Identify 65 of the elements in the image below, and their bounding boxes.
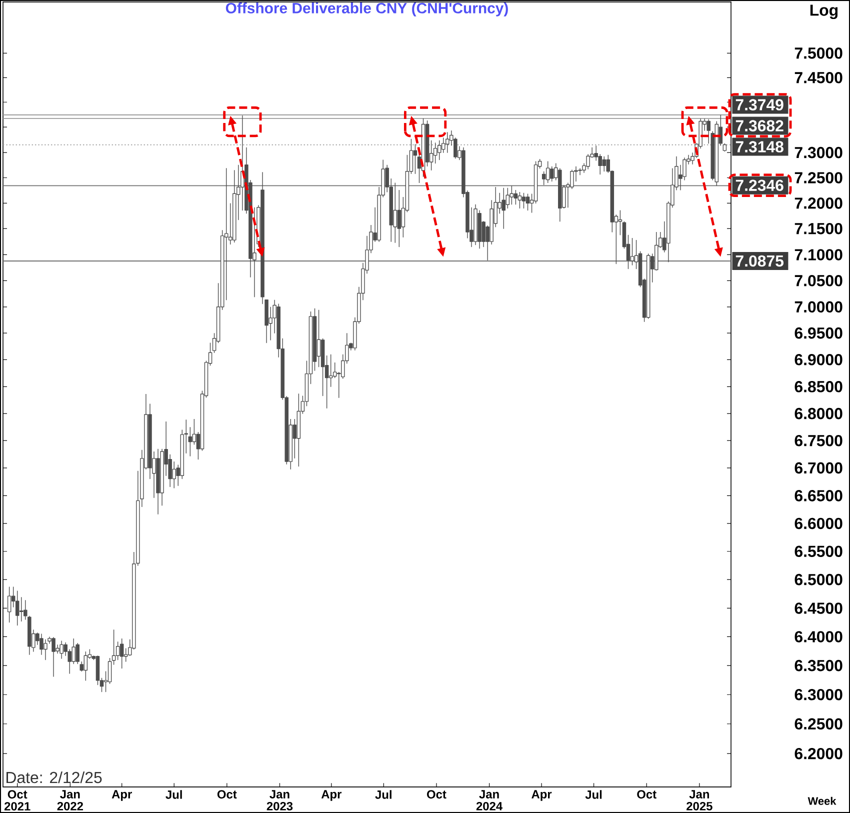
x-tick-label: Jul xyxy=(585,790,602,799)
ref-line-label: 7.3148 xyxy=(736,141,784,152)
candlestick xyxy=(558,168,562,222)
x-tick-label: Jan 2022 xyxy=(57,790,83,810)
y-tick-label: 6.5500 xyxy=(794,546,842,558)
candlestick xyxy=(7,586,12,623)
x-tick-label: Oct xyxy=(426,790,446,799)
x-tick-label: Jul xyxy=(375,790,392,799)
candlestick xyxy=(76,642,80,664)
y-tick-label: 7.1500 xyxy=(794,222,842,234)
x-tick-label: Apr xyxy=(321,790,342,801)
y-tick-label: 7.2000 xyxy=(794,198,842,209)
x-tick-label: Apr xyxy=(112,790,132,801)
y-tick-label: 7.0500 xyxy=(794,275,842,286)
y-tick-label: 6.3500 xyxy=(794,660,842,672)
y-tick-label: 6.5000 xyxy=(794,574,842,586)
candlestick xyxy=(28,616,32,655)
x-tick-label: Oct xyxy=(217,790,237,799)
y-tick-label: 7.2500 xyxy=(794,172,842,184)
ref-line-label: 7.2346 xyxy=(736,180,784,191)
candlestick xyxy=(156,448,160,514)
y-tick-label: 6.7000 xyxy=(794,462,842,474)
y-tick-label: 7.5000 xyxy=(794,48,842,59)
candlestick xyxy=(24,600,28,620)
y-tick-label: 6.4500 xyxy=(794,602,842,614)
x-axis-title: Week xyxy=(808,796,836,805)
ref-line-label: 7.0875 xyxy=(736,255,784,267)
candlestick xyxy=(52,636,56,677)
candlestick xyxy=(546,160,550,184)
ref-line-label: 7.3749 xyxy=(736,99,784,110)
x-tick-label: Jan 2024 xyxy=(476,790,503,810)
y-tick-label: 7.4500 xyxy=(794,72,842,84)
candlestick xyxy=(646,253,650,319)
x-tick-label: Jul xyxy=(166,790,182,799)
chart-title: Offshore Deliverable CNY (CNH'Curncy) xyxy=(226,2,508,16)
y-tick-label: 6.3000 xyxy=(794,688,842,700)
y-tick-label: 6.2500 xyxy=(794,718,842,730)
y-tick-label: 7.1000 xyxy=(794,249,842,260)
candlestick xyxy=(446,132,450,153)
y-tick-label: 6.6500 xyxy=(794,490,842,502)
y-tick-label: 7.0000 xyxy=(794,301,842,313)
candlestick xyxy=(706,118,710,144)
ref-line-label: 7.3682 xyxy=(736,120,784,132)
y-tick-label: 6.7500 xyxy=(794,434,842,446)
x-tick-label: Oct 2021 xyxy=(4,790,30,811)
y-tick-label: 6.6000 xyxy=(794,518,842,530)
candlestick xyxy=(522,192,526,209)
annotation: Date: 2/12/25 xyxy=(6,771,102,784)
y-tick-label: 6.9500 xyxy=(794,327,842,339)
candlestick xyxy=(474,204,478,246)
y-tick-label: 6.2000 xyxy=(794,748,842,760)
y-tick-label: 6.4000 xyxy=(794,631,842,642)
y-tick-label: 6.8500 xyxy=(794,381,842,392)
x-tick-label: Apr xyxy=(532,790,552,801)
x-tick-label: Jan 2025 xyxy=(686,790,712,810)
candlestick xyxy=(602,156,606,172)
y-tick-label: 6.8000 xyxy=(794,408,842,420)
y-tick-label: 6.9000 xyxy=(794,354,842,366)
y-axis-title: Log xyxy=(810,4,838,20)
x-tick-label: Jan 2023 xyxy=(266,790,293,810)
candlestick xyxy=(526,193,530,211)
x-tick-label: Oct xyxy=(637,790,656,799)
candlestick xyxy=(60,640,64,659)
candlestick xyxy=(722,143,727,152)
y-tick-label: 7.3000 xyxy=(794,146,842,158)
